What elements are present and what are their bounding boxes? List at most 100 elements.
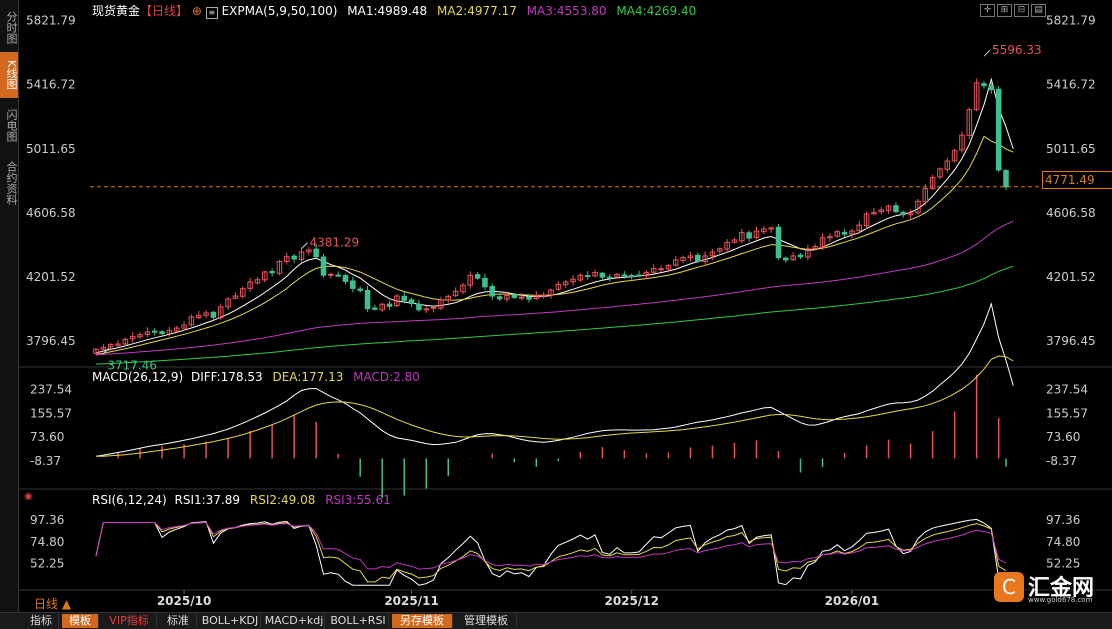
macd-y-tick-right: -8.37 xyxy=(1046,454,1077,468)
candle-body xyxy=(709,251,716,257)
candle-body xyxy=(262,271,268,281)
indicator-icon[interactable]: ≡ xyxy=(205,7,218,19)
tb-boll-rsi[interactable]: BOLL+RSI xyxy=(328,614,389,628)
tb-vip-indicator[interactable]: VIP指标 xyxy=(102,614,157,628)
candle-body xyxy=(687,255,694,259)
macd-y-tick-left: 73.60 xyxy=(30,430,64,444)
y-tick-right: 5011.65 xyxy=(1046,142,1096,156)
candle-body xyxy=(217,306,224,319)
candle-body xyxy=(357,288,363,291)
macd-y-tick-right: 155.57 xyxy=(1046,406,1088,420)
tab-kline[interactable]: K线图 xyxy=(0,52,18,98)
candle-body xyxy=(518,296,525,299)
candle-body xyxy=(276,260,283,274)
rsi-indicator-label: RSI(6,12,24) xyxy=(92,493,167,507)
candle-body xyxy=(328,273,334,276)
candle-body xyxy=(753,230,760,239)
candle-body xyxy=(907,212,914,216)
y-tick-right: 5821.79 xyxy=(1046,13,1096,27)
candle-body xyxy=(452,290,459,297)
candle-body xyxy=(628,275,635,278)
candle-body xyxy=(981,83,987,87)
y-tick-left: 5011.65 xyxy=(26,142,76,156)
tb-template[interactable]: 模板 xyxy=(62,614,99,628)
candle-body xyxy=(313,248,319,258)
candle-body xyxy=(966,109,973,136)
candle-body xyxy=(93,348,99,354)
layout-icon[interactable]: ▤ xyxy=(1031,4,1046,17)
candle-body xyxy=(746,232,752,239)
candle-body xyxy=(694,254,701,262)
candle-body xyxy=(195,314,202,319)
x-tick-label: 2026/01 xyxy=(825,594,879,608)
candle-body xyxy=(254,279,261,284)
candle-body xyxy=(298,251,305,260)
candle-body xyxy=(871,212,877,215)
tb-indicator[interactable]: 指标 xyxy=(24,614,59,628)
rsi-y-tick-left: 74.80 xyxy=(30,535,64,549)
candle-body xyxy=(658,268,664,271)
candle-body xyxy=(526,296,532,300)
candle-body xyxy=(599,272,606,278)
y-tick-right: 4201.52 xyxy=(1046,270,1096,284)
sidebar: 分时图 K线图 闪电图 合约资料 xyxy=(0,0,19,612)
candle-body xyxy=(533,295,540,300)
tb-manage-template[interactable]: 管理模板 xyxy=(456,614,517,628)
tb-macd-kdj[interactable]: MACD+kdj xyxy=(264,614,325,628)
rsi-y-tick-right: 97.36 xyxy=(1046,513,1080,527)
candle-body xyxy=(342,275,349,282)
candle-body xyxy=(408,299,415,304)
rsi-settings-icon[interactable]: ◉ xyxy=(24,491,33,502)
ma3-label: MA3:4553.80 xyxy=(526,4,607,18)
candle-body xyxy=(203,312,209,316)
tb-save-template[interactable]: 另存模板 xyxy=(392,614,453,628)
macd-header: MACD(26,12,9) DIFF:178.53 DEA:177.13 MAC… xyxy=(92,370,420,384)
candle-body xyxy=(284,256,290,262)
tb-standard[interactable]: 标准 xyxy=(160,614,197,628)
candle-body xyxy=(724,241,730,250)
candle-body xyxy=(915,200,921,214)
tb-boll-kdj[interactable]: BOLL+KDJ xyxy=(200,614,261,628)
candle-body xyxy=(430,306,437,309)
ma4-label: MA4:4269.40 xyxy=(616,4,697,18)
period-label: 日线 xyxy=(34,597,59,611)
candle-body xyxy=(489,285,496,297)
rsi-line-1 xyxy=(95,518,1007,586)
candle-body xyxy=(173,327,180,332)
candle-body xyxy=(239,288,246,297)
add-icon[interactable]: ⊕ xyxy=(191,4,202,18)
tab-lightning[interactable]: 闪电图 xyxy=(5,108,18,142)
period-selector[interactable]: 日线 ▲ xyxy=(34,595,71,612)
candle-body xyxy=(445,295,452,301)
tab-contract-info[interactable]: 合约资料 xyxy=(5,161,18,205)
candle-body xyxy=(768,227,774,230)
candle-body xyxy=(995,88,1002,171)
candle-body xyxy=(643,272,650,277)
candle-body xyxy=(438,299,444,309)
candle-body xyxy=(863,213,870,227)
dea-line xyxy=(95,355,1014,457)
macd-indicator-label: MACD(26,12,9) xyxy=(92,370,184,384)
candle-body xyxy=(350,280,356,289)
candle-body xyxy=(783,257,789,261)
candle-body xyxy=(269,270,275,274)
candle-body xyxy=(372,307,378,310)
annotation-pointer xyxy=(102,347,110,355)
zoom-in-icon[interactable]: ⊞ xyxy=(997,4,1012,17)
y-tick-right: 4606.58 xyxy=(1046,206,1096,220)
y-tick-left: 5821.79 xyxy=(26,13,76,27)
peak-annotation: 3717.46 xyxy=(107,359,157,373)
candle-body xyxy=(306,249,312,253)
candle-body xyxy=(731,239,738,243)
logo-url: www.gold678.com xyxy=(1028,596,1093,604)
candle-body xyxy=(893,205,899,213)
rsi-line-2 xyxy=(95,521,1007,583)
candle-body xyxy=(188,316,195,326)
zoom-out-icon[interactable]: ⊟ xyxy=(1014,4,1029,17)
logo-text: 汇金网 xyxy=(1028,576,1095,601)
candle-body xyxy=(423,308,430,311)
crosshair-icon[interactable]: ✛ xyxy=(980,4,995,17)
tab-time-sharing[interactable]: 分时图 xyxy=(5,10,18,44)
peak-annotation: 4381.29 xyxy=(309,236,359,250)
candle-body xyxy=(775,226,782,259)
